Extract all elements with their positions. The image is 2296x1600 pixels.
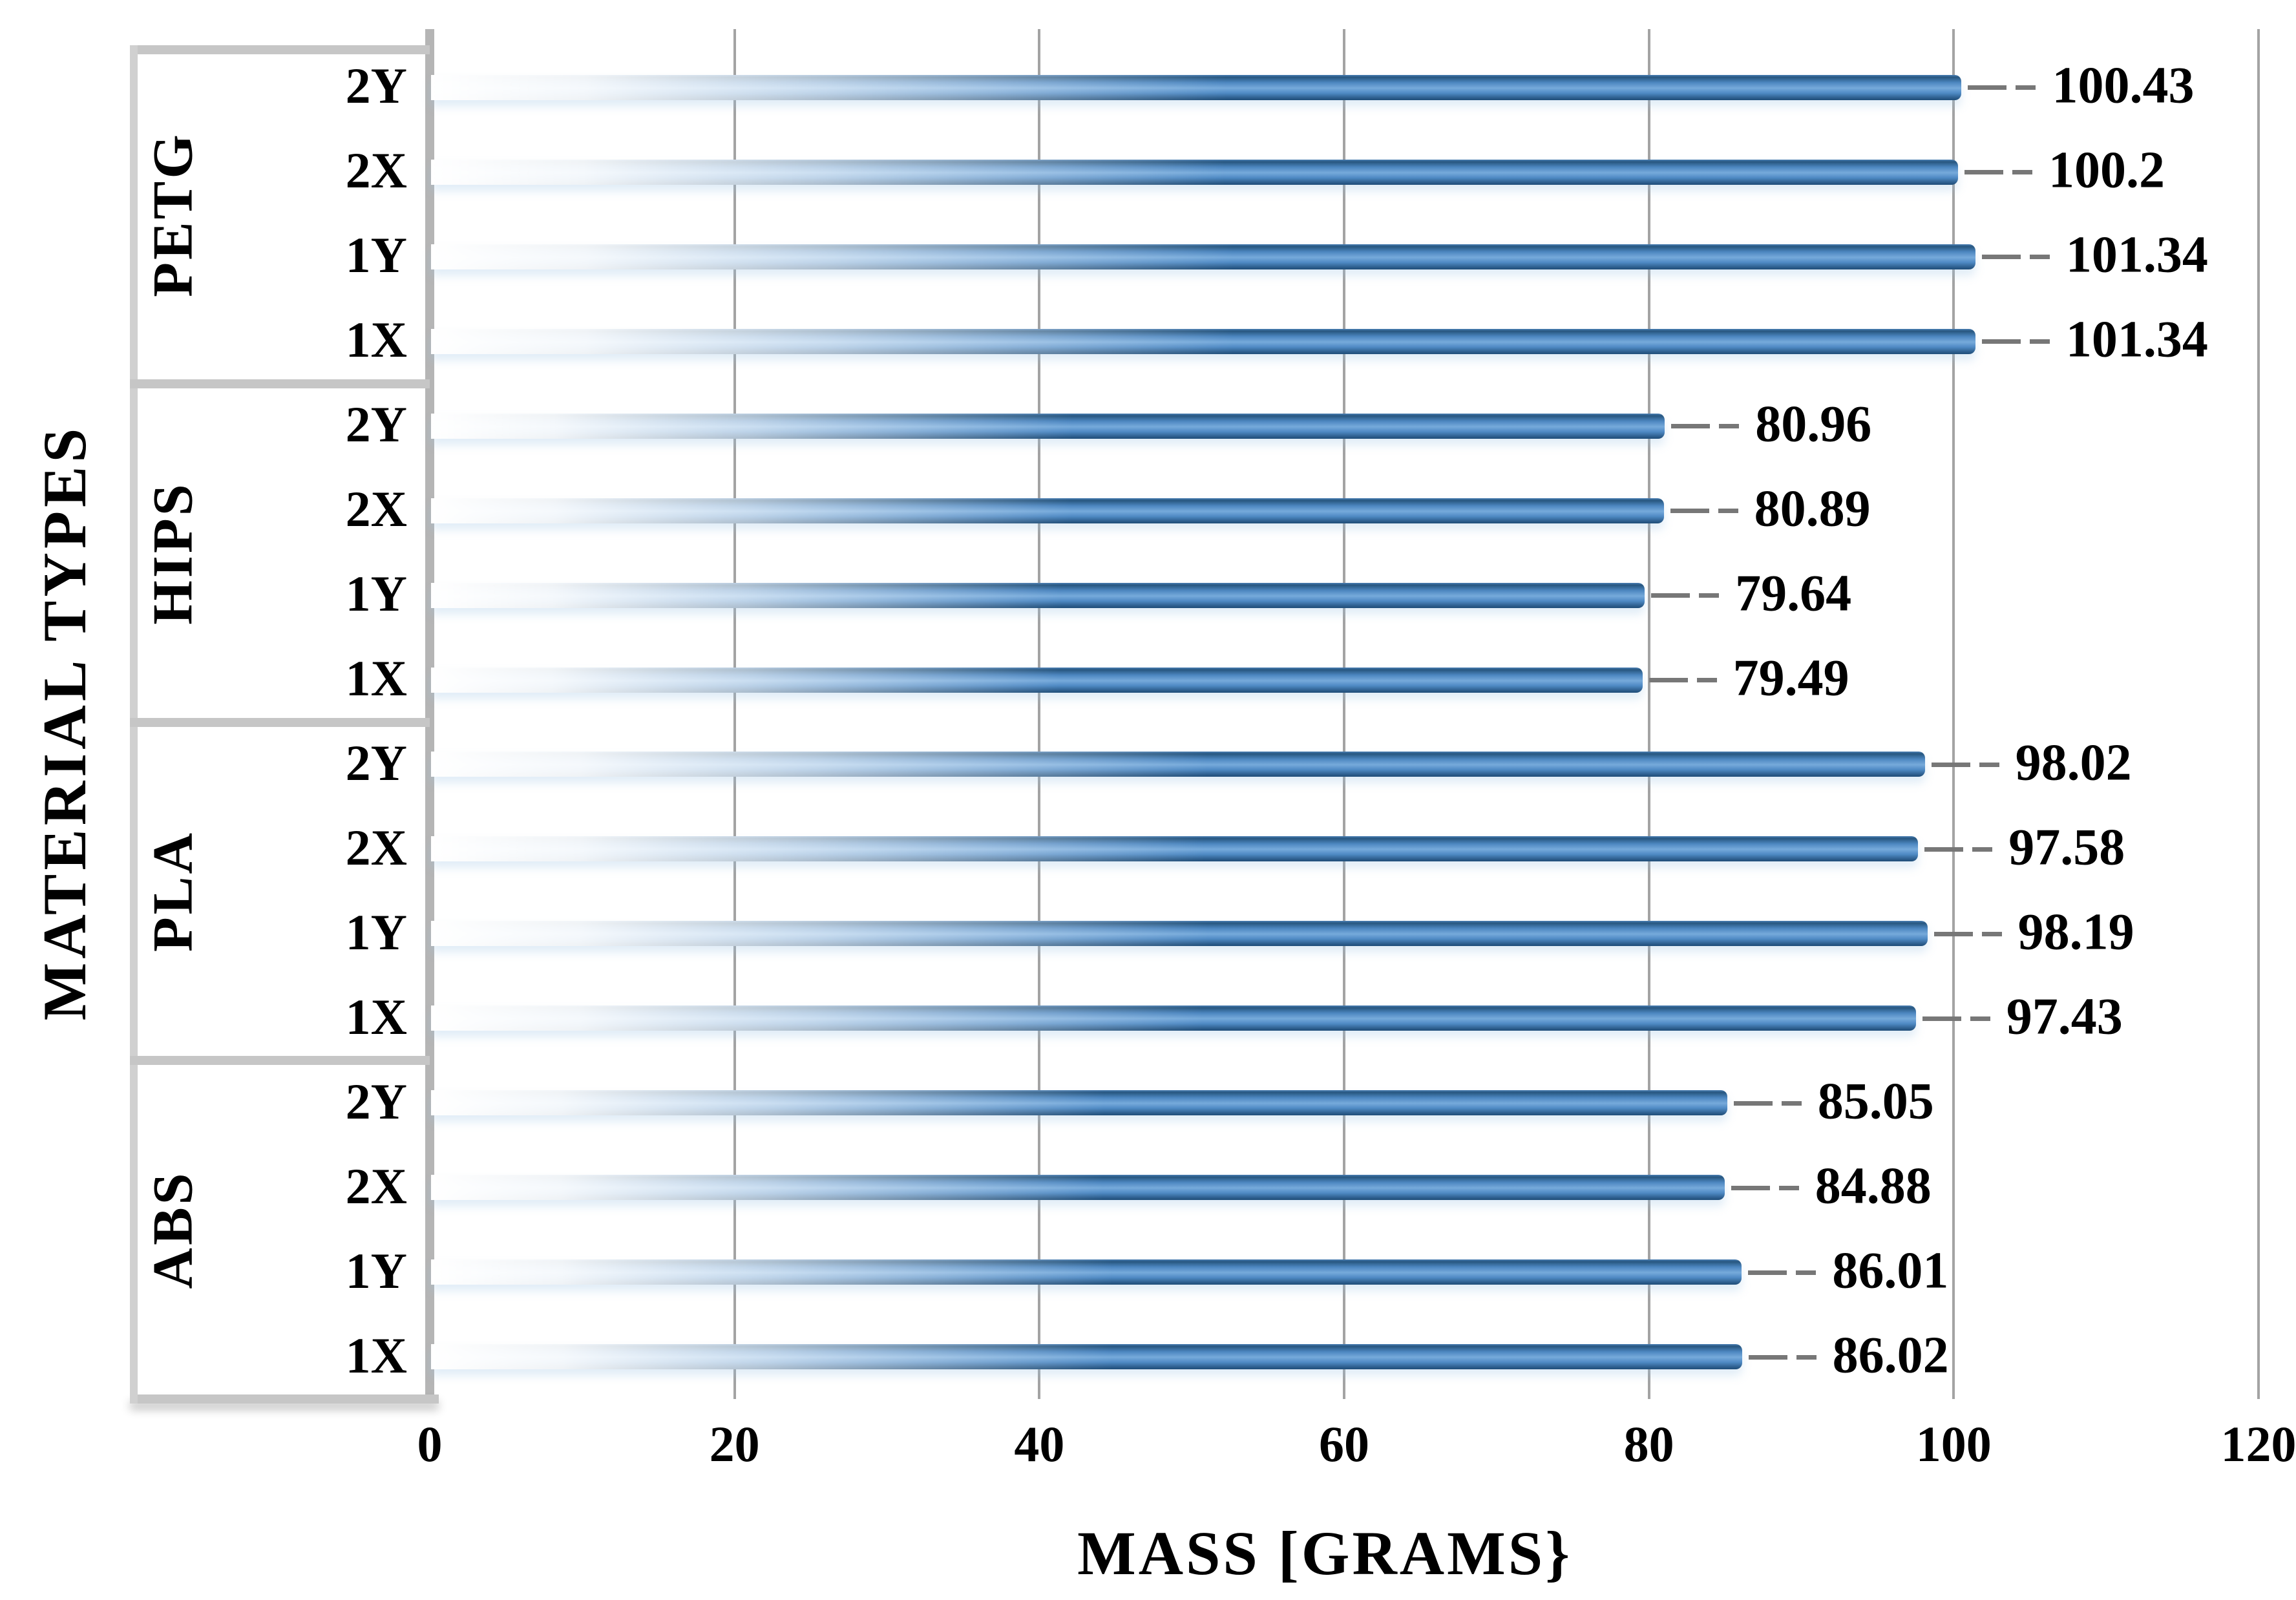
leader-line-PETG-1Y xyxy=(1981,255,2050,260)
x-tick-40: 40 xyxy=(1014,1416,1065,1472)
value-label-ABS-1Y: 86.01 xyxy=(1832,1242,1949,1300)
value-label-PLA-1Y: 98.19 xyxy=(2017,903,2134,961)
category-label-PETG-2Y: 2Y xyxy=(345,58,407,114)
bar-PETG-2X xyxy=(431,159,1959,185)
bar-HIPS-2Y xyxy=(431,413,1665,439)
bar-PETG-1Y xyxy=(431,244,1975,269)
gridline-20 xyxy=(733,29,736,1399)
bar-HIPS-1X xyxy=(431,667,1643,693)
leader-line-PETG-1X xyxy=(1981,339,2050,344)
value-label-HIPS-1X: 79.49 xyxy=(1733,649,1849,707)
bar-PLA-1Y xyxy=(431,921,1928,947)
category-label-HIPS-1Y: 1Y xyxy=(345,565,407,622)
category-box-top-border xyxy=(130,45,430,54)
leader-line-PLA-1X xyxy=(1922,1016,1990,1021)
bar-PLA-2X xyxy=(431,836,1919,862)
gridline-60 xyxy=(1342,29,1345,1399)
leader-line-HIPS-2X xyxy=(1670,509,1738,514)
category-label-ABS-2X: 2X xyxy=(345,1157,407,1214)
value-label-PETG-2X: 100.2 xyxy=(2048,142,2165,200)
group-divider-ABS xyxy=(130,1056,430,1066)
group-divider-PLA xyxy=(130,717,430,727)
value-label-HIPS-2Y: 80.96 xyxy=(1755,395,1872,453)
category-label-ABS-1X: 1X xyxy=(345,1327,407,1384)
leader-line-HIPS-1X xyxy=(1648,678,1717,683)
category-label-PETG-1Y: 1Y xyxy=(345,227,407,284)
group-label-PETG: PETG xyxy=(142,132,205,297)
value-label-HIPS-2X: 80.89 xyxy=(1754,480,1871,538)
leader-line-PLA-2Y xyxy=(1931,762,1999,767)
bar-ABS-1Y xyxy=(431,1259,1742,1285)
value-label-ABS-1X: 86.02 xyxy=(1832,1327,1949,1384)
category-label-ABS-1Y: 1Y xyxy=(345,1242,407,1299)
bar-ABS-2X xyxy=(431,1175,1725,1201)
category-label-PLA-1X: 1X xyxy=(345,988,407,1045)
leader-line-ABS-2X xyxy=(1731,1185,1799,1190)
group-label-HIPS: HIPS xyxy=(142,481,205,625)
leader-line-PLA-2X xyxy=(1924,847,1993,852)
category-label-HIPS-1X: 1X xyxy=(345,650,407,707)
value-label-PETG-2Y: 100.43 xyxy=(2052,58,2195,115)
value-label-ABS-2Y: 85.05 xyxy=(1817,1073,1934,1130)
category-box-bottom-border xyxy=(130,1395,439,1404)
leader-line-HIPS-2Y xyxy=(1671,424,1740,429)
gridline-100 xyxy=(1952,29,1955,1399)
x-tick-0: 0 xyxy=(417,1416,443,1472)
bar-ABS-1X xyxy=(431,1344,1742,1370)
leader-line-ABS-2Y xyxy=(1733,1100,1802,1106)
leader-line-HIPS-1Y xyxy=(1651,593,1720,598)
gridline-120 xyxy=(2257,29,2260,1399)
group-label-PLA: PLA xyxy=(142,830,205,953)
bar-PETG-1X xyxy=(431,328,1975,354)
value-label-ABS-2X: 84.88 xyxy=(1815,1157,1932,1215)
value-label-PLA-1X: 97.43 xyxy=(2006,988,2123,1046)
category-label-PLA-2X: 2X xyxy=(345,819,407,876)
category-label-PETG-2X: 2X xyxy=(345,142,407,199)
value-label-HIPS-1Y: 79.64 xyxy=(1735,565,1852,622)
x-tick-80: 80 xyxy=(1623,1416,1674,1472)
leader-line-PETG-2Y xyxy=(1968,85,2036,90)
value-label-PETG-1X: 101.34 xyxy=(2065,311,2208,368)
leader-line-ABS-1X xyxy=(1748,1354,1817,1360)
bar-HIPS-2X xyxy=(431,498,1664,523)
x-tick-120: 120 xyxy=(2220,1416,2296,1472)
bar-PLA-1X xyxy=(431,1005,1916,1031)
leader-line-PLA-1Y xyxy=(1933,931,2002,936)
category-label-PLA-2Y: 2Y xyxy=(345,735,407,792)
leader-line-PETG-2X xyxy=(1964,170,2033,175)
x-tick-20: 20 xyxy=(709,1416,760,1472)
x-axis-title: MASS [GRAMS} xyxy=(1077,1519,1572,1588)
category-label-HIPS-2X: 2X xyxy=(345,481,407,538)
bar-HIPS-1Y xyxy=(431,582,1645,608)
value-label-PLA-2Y: 98.02 xyxy=(2015,734,2132,792)
category-label-HIPS-2Y: 2Y xyxy=(345,396,407,453)
group-divider-HIPS xyxy=(130,379,430,388)
x-tick-100: 100 xyxy=(1915,1416,1992,1472)
leader-line-ABS-1Y xyxy=(1748,1270,1817,1275)
bar-PETG-2Y xyxy=(431,74,1962,100)
value-label-PLA-2X: 97.58 xyxy=(2008,819,2125,876)
x-tick-60: 60 xyxy=(1318,1416,1369,1472)
bar-PLA-2Y xyxy=(431,752,1925,777)
value-label-PETG-1Y: 101.34 xyxy=(2065,227,2208,284)
bar-ABS-2Y xyxy=(431,1090,1727,1116)
category-label-ABS-2Y: 2Y xyxy=(345,1073,407,1130)
gridline-40 xyxy=(1038,29,1041,1399)
group-label-ABS: ABS xyxy=(142,1170,205,1289)
gridline-80 xyxy=(1647,29,1650,1399)
y-axis-title: MATERIAL TYPES xyxy=(30,424,99,1021)
category-label-PLA-1Y: 1Y xyxy=(345,904,407,961)
category-label-PETG-1X: 1X xyxy=(345,311,407,368)
